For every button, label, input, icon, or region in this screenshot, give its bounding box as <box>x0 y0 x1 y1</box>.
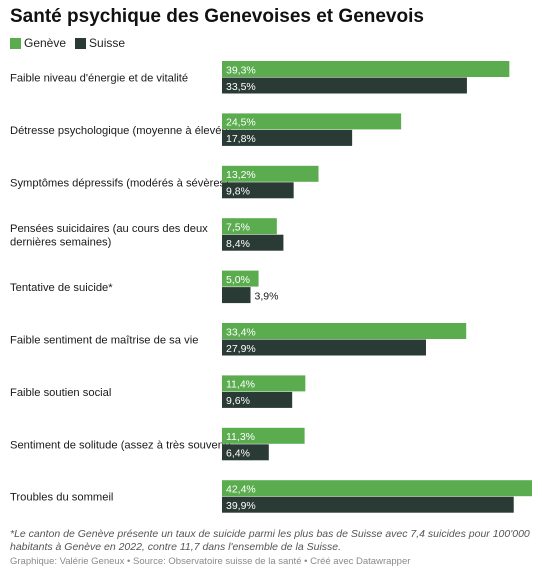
data-label: 39,3% <box>226 64 256 76</box>
category-label: Détresse psychologique (moyenne à élevée… <box>10 125 232 137</box>
bar-suisse <box>222 339 426 356</box>
data-label: 3,9% <box>255 290 279 302</box>
data-label: 11,4% <box>226 379 255 391</box>
chart-title: Santé psychique des Genevoises et Genevo… <box>10 6 424 27</box>
legend-label-geneve: Genève <box>24 36 67 50</box>
bar-suisse <box>222 234 284 251</box>
bar-suisse <box>222 129 353 146</box>
credits: Graphique: Valérie Geneux • Source: Obse… <box>10 556 411 567</box>
category-label: Faible niveau d'énergie et de vitalité <box>10 73 188 85</box>
data-label: 33,4% <box>226 326 256 338</box>
chart-legend: Genève Suisse <box>10 36 134 50</box>
bar-chart: Faible niveau d'énergie et de vitalité 39… <box>10 61 532 513</box>
data-label: 7,5% <box>226 221 250 233</box>
data-label: 13,2% <box>226 169 256 181</box>
category-label: Faible sentiment de maîtrise de sa vie <box>10 335 198 347</box>
category-label: Tentative de suicide* <box>10 282 113 294</box>
data-label: 42,4% <box>226 483 256 495</box>
bar-geneve <box>222 323 467 339</box>
bar-suisse <box>222 77 467 94</box>
data-label: 33,5% <box>226 81 256 93</box>
data-label: 6,4% <box>226 448 250 460</box>
bar-suisse <box>222 496 514 513</box>
bar-geneve <box>222 375 306 392</box>
bar-geneve <box>222 427 305 444</box>
data-label: 39,9% <box>226 500 256 512</box>
data-label: 24,5% <box>226 117 256 129</box>
data-label: 27,9% <box>226 343 256 355</box>
category-label: Troubles du sommeil <box>10 492 113 504</box>
bar-geneve <box>222 218 277 235</box>
category-label: Symptômes dépressifs (modérés à sévères) <box>10 177 229 189</box>
data-label: 5,0% <box>226 274 250 286</box>
data-label: 9,8% <box>226 186 250 198</box>
bar-suisse <box>222 182 294 199</box>
legend-label-suisse: Suisse <box>89 36 126 50</box>
legend-swatch-geneve <box>10 37 21 49</box>
bar-geneve <box>222 480 532 497</box>
category-label: dernières semaines) <box>10 236 112 248</box>
bar-geneve <box>222 270 259 287</box>
bar-suisse <box>222 287 251 304</box>
data-label: 11,3% <box>226 431 255 443</box>
legend-swatch-suisse <box>75 37 87 49</box>
bar-geneve <box>222 61 510 77</box>
category-label: Sentiment de solitude (assez à très souv… <box>10 439 231 451</box>
category-label: Pensées suicidaires (au cours des deux <box>10 223 208 235</box>
legend-item-geneve: Genève <box>10 36 66 50</box>
bar-suisse <box>222 391 293 408</box>
data-label: 8,4% <box>226 238 250 250</box>
bar-geneve <box>222 165 319 182</box>
category-label: Faible soutien social <box>10 387 111 399</box>
data-label: 17,8% <box>226 133 256 145</box>
bar-suisse <box>222 444 269 461</box>
bar-geneve <box>222 113 402 130</box>
data-label: 9,6% <box>226 395 250 407</box>
footnote: *Le canton de Genève présente un taux de… <box>10 528 530 553</box>
legend-item-suisse: Suisse <box>75 36 125 50</box>
